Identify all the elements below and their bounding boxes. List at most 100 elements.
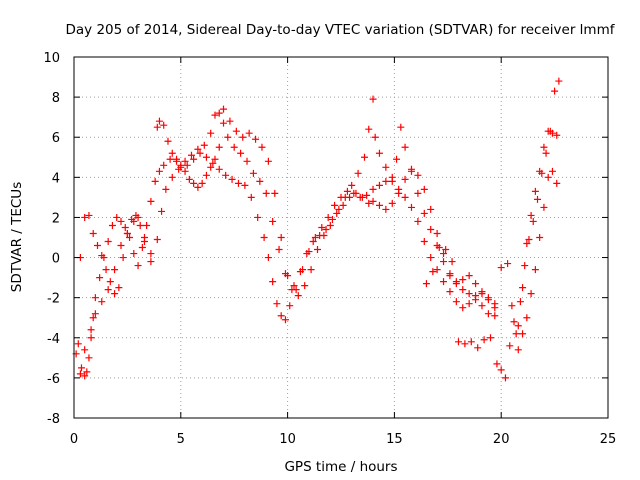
- data-point: [160, 161, 168, 169]
- data-point: [140, 234, 148, 241]
- data-point: [427, 254, 435, 262]
- data-point: [435, 244, 443, 252]
- data-point: [147, 197, 155, 205]
- data-point: [397, 123, 405, 131]
- data-point: [553, 179, 561, 187]
- chart-title: Day 205 of 2014, Sidereal Day-to-day VTE…: [66, 22, 616, 38]
- y-tick-label: 4: [52, 171, 60, 186]
- data-point: [166, 155, 174, 163]
- data-point: [523, 314, 531, 322]
- y-tick-label: 0: [52, 252, 60, 267]
- data-point: [358, 193, 366, 201]
- data-point: [134, 262, 142, 270]
- data-point: [388, 173, 396, 181]
- y-tick-label: 10: [43, 51, 60, 66]
- data-point: [440, 250, 448, 258]
- data-point: [153, 123, 161, 131]
- data-point: [111, 290, 119, 298]
- data-point: [422, 280, 430, 288]
- data-point: [369, 95, 377, 103]
- data-point: [393, 155, 401, 163]
- data-point: [512, 330, 520, 338]
- data-point: [194, 183, 202, 191]
- data-point: [245, 129, 253, 137]
- data-point: [478, 302, 486, 310]
- data-point: [307, 266, 315, 274]
- data-point: [113, 213, 121, 221]
- data-point: [96, 274, 104, 282]
- data-point: [202, 153, 210, 161]
- data-point: [264, 157, 272, 165]
- data-point: [269, 278, 277, 286]
- data-point: [220, 105, 228, 113]
- data-point: [407, 203, 415, 211]
- data-point: [211, 155, 219, 163]
- data-point: [119, 254, 127, 262]
- data-point: [296, 268, 304, 276]
- data-point: [160, 121, 168, 129]
- data-point: [303, 250, 311, 258]
- data-point: [198, 179, 206, 187]
- data-point: [365, 199, 373, 207]
- grid: [74, 57, 608, 418]
- data-point: [185, 175, 193, 183]
- y-tick-label: 2: [52, 211, 60, 226]
- data-point: [102, 266, 110, 274]
- data-point: [525, 236, 533, 244]
- data-point: [130, 217, 138, 225]
- x-tick-label: 25: [600, 432, 617, 447]
- data-point: [77, 364, 85, 372]
- data-point: [273, 300, 281, 308]
- data-point: [433, 266, 441, 274]
- data-point: [523, 240, 531, 248]
- data-point: [553, 131, 561, 139]
- data-point: [275, 246, 283, 254]
- data-point: [74, 340, 82, 348]
- data-point: [81, 213, 89, 221]
- data-point: [117, 217, 125, 225]
- data-point: [546, 127, 554, 135]
- data-point: [527, 211, 535, 219]
- data-point: [294, 292, 302, 300]
- data-point: [187, 151, 195, 159]
- data-point: [264, 254, 272, 262]
- data-point: [284, 272, 292, 280]
- data-point: [153, 236, 161, 244]
- data-point: [89, 229, 97, 237]
- data-point: [309, 238, 317, 246]
- data-point: [277, 234, 285, 241]
- data-point: [429, 268, 437, 276]
- data-point: [459, 276, 467, 284]
- data-point: [484, 310, 492, 318]
- data-point: [249, 169, 257, 177]
- data-point: [382, 205, 390, 213]
- data-point: [232, 127, 240, 135]
- data-point: [555, 77, 563, 85]
- data-point: [341, 193, 349, 201]
- data-point: [247, 193, 255, 201]
- data-point: [85, 354, 93, 362]
- data-point: [138, 244, 146, 252]
- data-point: [514, 322, 522, 330]
- data-point: [190, 155, 198, 163]
- data-point: [519, 284, 527, 292]
- data-point: [527, 290, 535, 298]
- data-point: [237, 149, 245, 157]
- x-tick-label: 5: [177, 432, 185, 447]
- data-point: [104, 286, 112, 294]
- data-point: [158, 207, 166, 215]
- data-point: [514, 346, 522, 354]
- data-point: [168, 173, 176, 181]
- data-point: [491, 304, 499, 312]
- data-point: [262, 189, 270, 197]
- data-point: [414, 189, 422, 197]
- data-point: [544, 173, 552, 181]
- y-axis-label: SDTVAR / TECUs: [9, 182, 25, 292]
- data-point: [501, 374, 509, 382]
- data-point: [168, 149, 176, 157]
- data-point: [111, 266, 119, 274]
- data-point: [529, 217, 537, 225]
- data-point: [465, 300, 473, 308]
- data-point: [183, 161, 191, 169]
- data-point: [322, 225, 330, 233]
